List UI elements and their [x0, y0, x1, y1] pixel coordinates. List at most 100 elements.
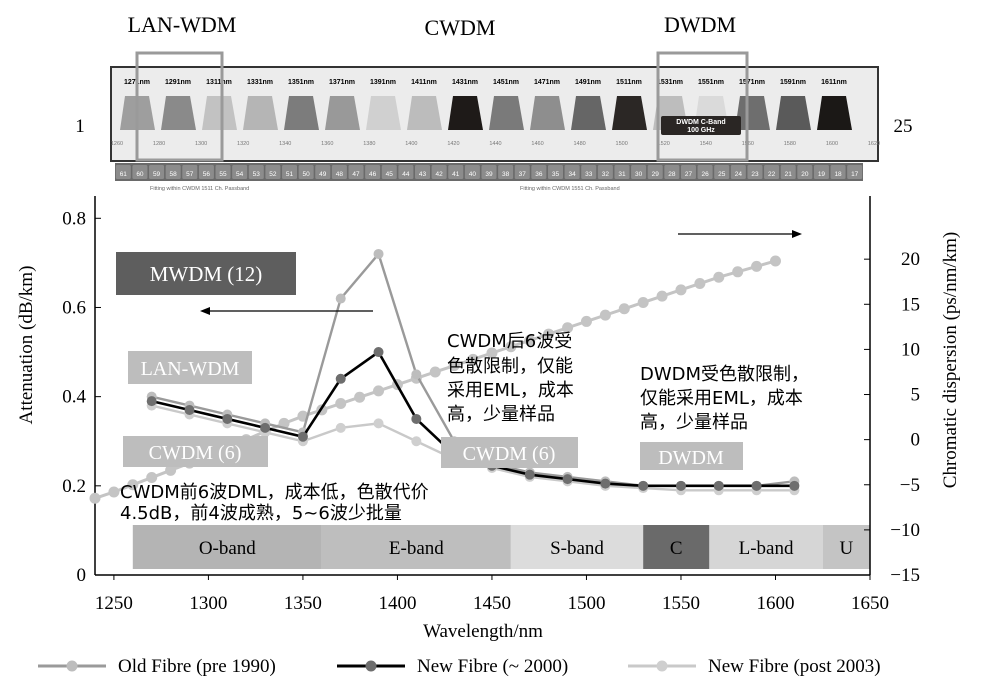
series-point — [260, 422, 271, 433]
channel-number: 33 — [585, 171, 593, 178]
series-point — [373, 418, 384, 429]
band-l-band — [709, 525, 823, 569]
series-point — [335, 422, 346, 433]
channel-cell — [614, 165, 630, 179]
channel-number: 42 — [436, 171, 444, 178]
series-point — [411, 436, 422, 447]
strip-tick-label: 1460 — [531, 141, 543, 147]
filter-wavelength-label: 1391nm — [370, 79, 396, 86]
band-label-e-band: E-band — [389, 538, 444, 559]
filter-wavelength-label: 1551nm — [698, 79, 724, 86]
y-tick-label: 0.2 — [62, 476, 86, 497]
series-point — [713, 480, 724, 491]
channel-strip: 1271nm 1291nm 1311nm 1331nm 1351nm 1371nm 1391… — [75, 51, 913, 192]
series-point — [562, 474, 573, 485]
channel-cell — [464, 165, 480, 179]
dwdm-box — [640, 442, 743, 470]
band-label-o-band: O-band — [199, 538, 256, 559]
band-e-band — [321, 525, 511, 569]
series-point — [751, 480, 762, 491]
filter-passband — [202, 96, 237, 130]
channel-number: 47 — [352, 171, 360, 178]
filter-passband — [776, 96, 811, 130]
lan-wdm-highlight-box — [135, 51, 224, 162]
filter-passband — [571, 96, 606, 130]
cwdm-right-annotation: CWDM (6) — [463, 443, 556, 465]
channel-cell — [498, 165, 514, 179]
series-point — [411, 369, 422, 380]
channel-cell — [415, 165, 431, 179]
channel-number: 31 — [618, 171, 626, 178]
y2-tick-label: 5 — [911, 385, 921, 406]
channel-cell — [780, 165, 796, 179]
dispersion-point — [580, 315, 592, 327]
x-tick-label: 1450 — [473, 593, 511, 614]
cwdm-right-box — [441, 437, 578, 468]
channel-cell — [547, 165, 563, 179]
filter-wavelength-label: 1451nm — [493, 79, 519, 86]
series-point — [411, 413, 422, 424]
filter-passband — [161, 96, 196, 130]
channel-cell — [564, 165, 580, 179]
x-tick-label: 1300 — [189, 593, 227, 614]
filter-wavelength-label: 1471nm — [534, 79, 560, 86]
dwdm-highlight-box — [656, 51, 749, 162]
x-axis-label: Wavelength/nm — [423, 621, 543, 642]
legend: Old Fibre (pre 1990) New Fibre (~ 2000) Ne… — [38, 656, 881, 677]
y2-axis-label: Chromatic dispersion (ps/nm/km) — [940, 232, 961, 488]
channel-number: 32 — [602, 171, 610, 178]
channel-number: 49 — [319, 171, 327, 178]
right-arrow — [678, 230, 802, 238]
dwdm-annotation: DWDM — [658, 447, 724, 469]
legend-marker — [656, 660, 668, 672]
dispersion-point — [108, 486, 120, 498]
y2-tick-label: 10 — [901, 339, 920, 360]
strip-tick-label: 1320 — [237, 141, 249, 147]
filter-wavelength-label: 1311nm — [206, 79, 232, 86]
legend-label: Old Fibre (pre 1990) — [118, 656, 276, 677]
channel-number: 61 — [120, 171, 128, 178]
filter-wavelength-label: 1371nm — [329, 79, 355, 86]
band-s-band — [510, 525, 644, 569]
channel-number: 39 — [485, 171, 493, 178]
channel-cell — [132, 165, 148, 179]
channel-number: 51 — [286, 171, 294, 178]
note-cwdm-last-line2: 色散限制，仅能 — [447, 356, 573, 377]
series-point — [335, 293, 346, 304]
channel-number: 27 — [685, 171, 693, 178]
channel-cell — [232, 165, 248, 179]
mwdm-box — [116, 252, 296, 295]
dispersion-point — [562, 322, 574, 334]
top-label-lan-wdm: LAN-WDM — [128, 12, 237, 37]
channel-cell — [298, 165, 314, 179]
channel-number: 52 — [269, 171, 277, 178]
dispersion-point — [751, 260, 763, 272]
dispersion-point — [694, 278, 706, 290]
band-bar: O-band E-band S-band C L-band U — [132, 525, 870, 569]
strip-left-number: 1 — [75, 116, 85, 137]
channel-number: 60 — [136, 171, 144, 178]
filter-wavelength-label: 1431nm — [452, 79, 478, 86]
channel-number: 22 — [768, 171, 776, 178]
strip-tick-label: 1440 — [489, 141, 501, 147]
y-tick-label: 0.4 — [62, 387, 86, 408]
channel-number: 41 — [452, 171, 460, 178]
channel-cell — [697, 165, 713, 179]
channel-number: 38 — [502, 171, 510, 178]
note-cwdm-last-line3: 采用EML，成本 — [447, 380, 574, 401]
channel-number: 17 — [851, 171, 859, 178]
channel-number: 18 — [834, 171, 842, 178]
y2-tick-label: −5 — [900, 475, 920, 496]
strip-tick-label: 1400 — [405, 141, 417, 147]
channel-number: 30 — [635, 171, 643, 178]
channel-cell — [830, 165, 846, 179]
channel-cell — [431, 165, 447, 179]
channel-cell — [348, 165, 364, 179]
channel-cell — [182, 165, 198, 179]
y-tick-label: 0.8 — [62, 208, 86, 229]
channel-number: 40 — [469, 171, 477, 178]
note-cwdm-last-line1: CWDM后6波受 — [447, 331, 572, 352]
channel-cell — [315, 165, 331, 179]
channel-cell — [398, 165, 414, 179]
series-point — [524, 469, 535, 480]
